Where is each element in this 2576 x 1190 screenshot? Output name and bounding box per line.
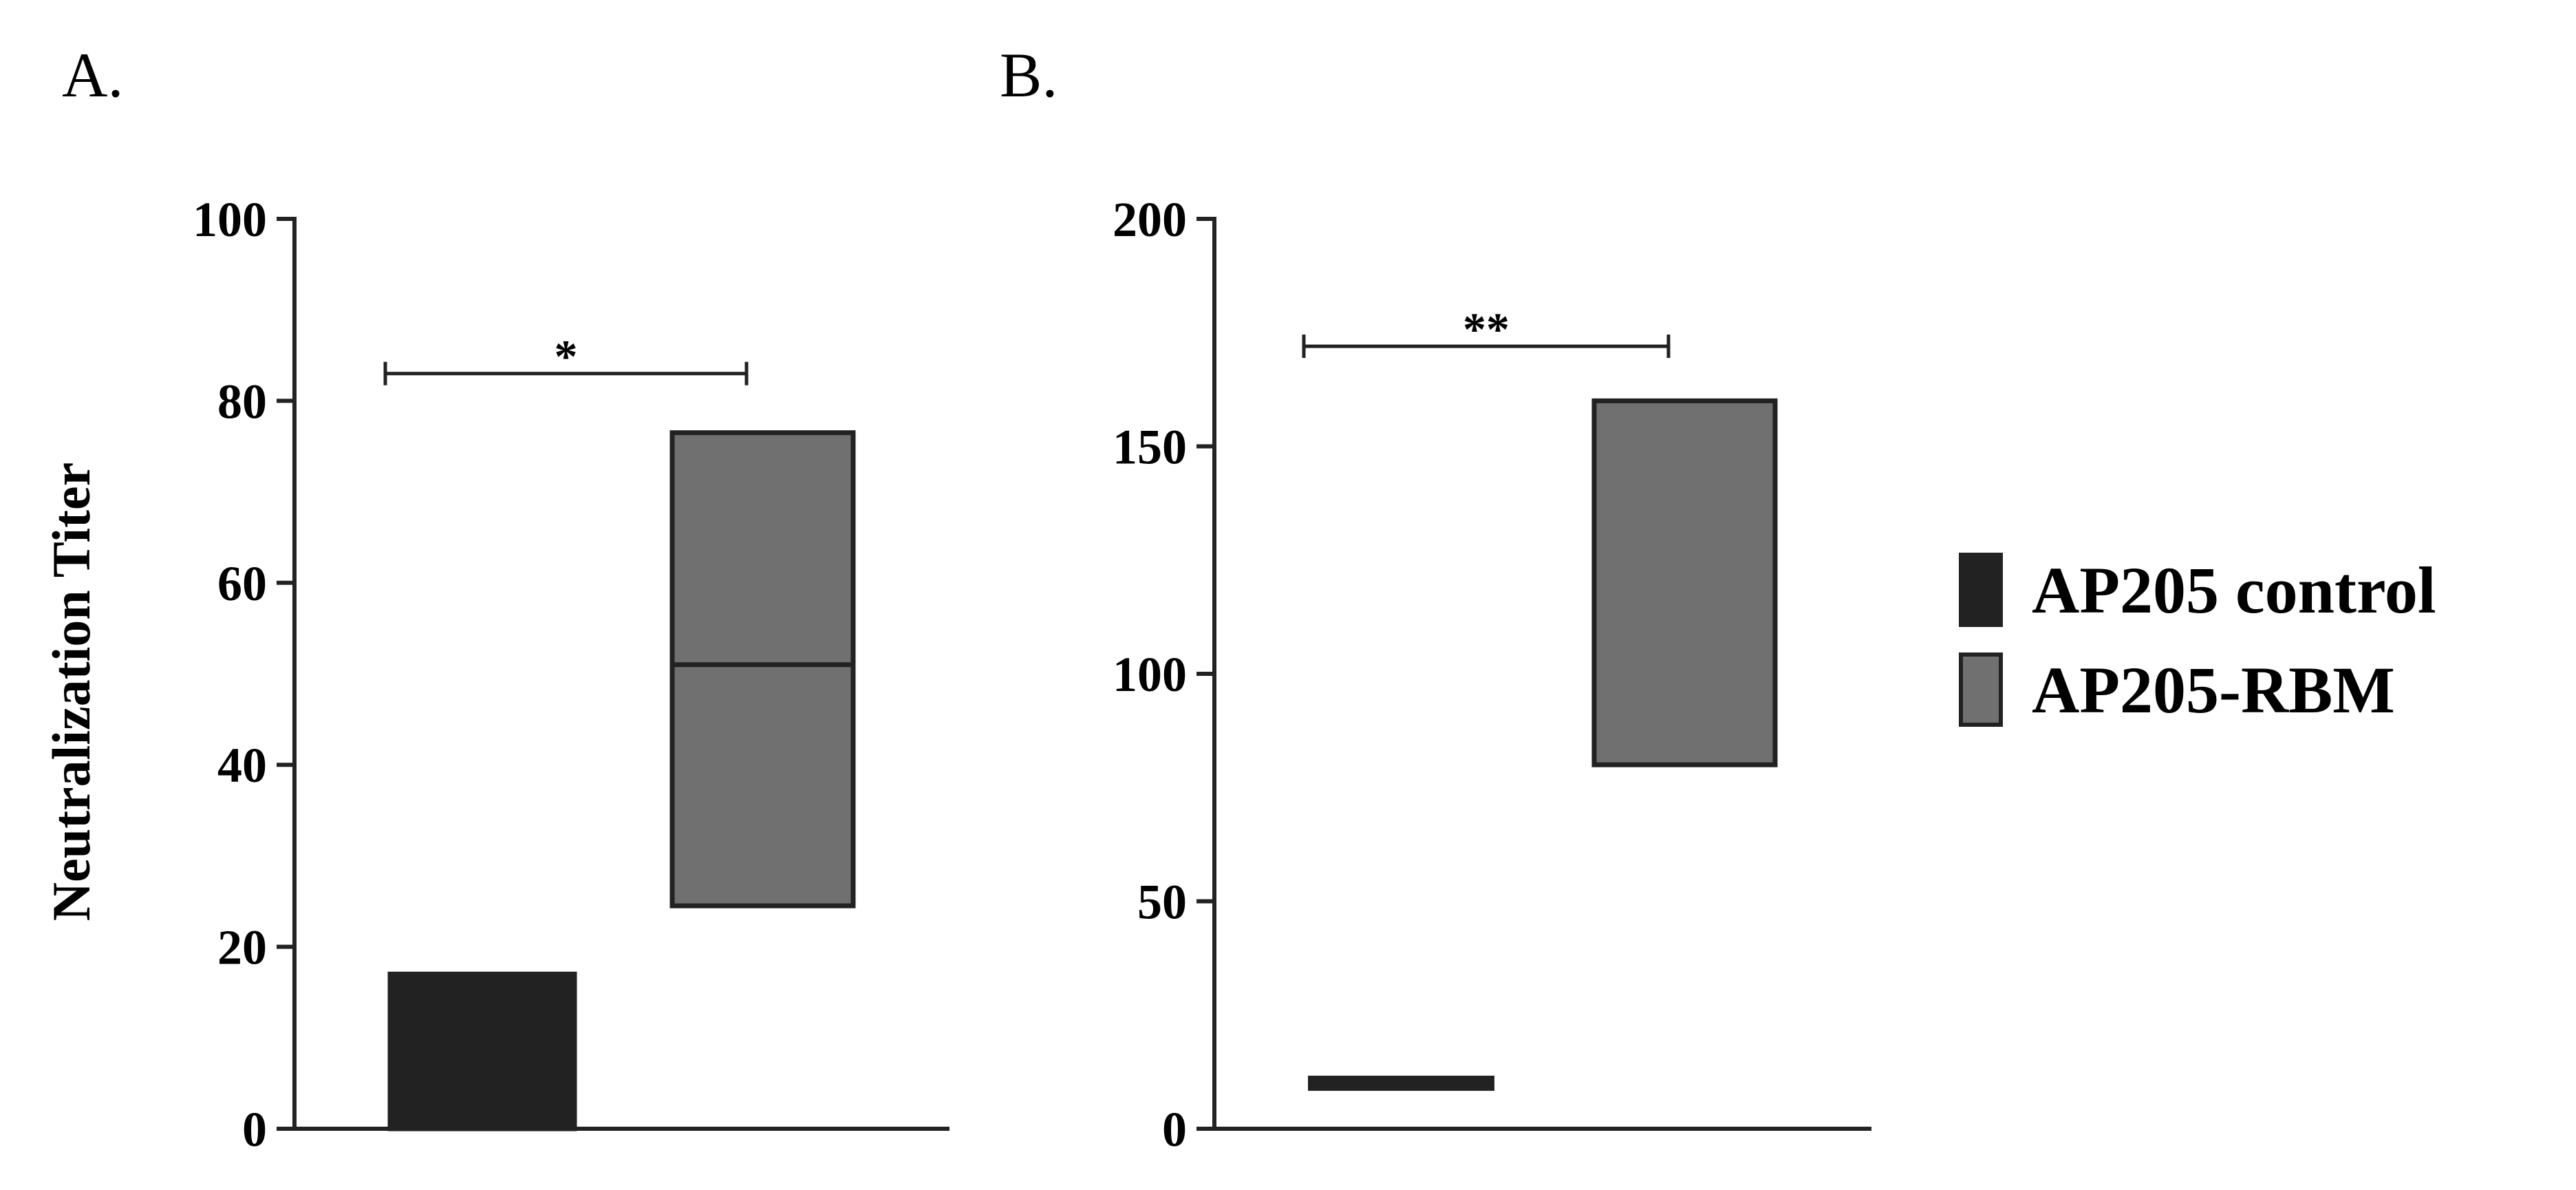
y-tick-label: 60 (217, 556, 267, 611)
y-tick-label: 100 (193, 192, 267, 247)
plot-a: 0 20 40 60 80 100 * (193, 192, 949, 1157)
legend-swatch-rbm (1959, 652, 2003, 727)
y-tick-label: 80 (217, 374, 267, 429)
panel-b-label: B. (1000, 40, 1058, 110)
box-control (387, 971, 577, 1131)
significance-label: ** (1463, 303, 1510, 355)
y-tick-label: 40 (217, 738, 267, 793)
y-tick-label: 50 (1137, 875, 1187, 930)
y-tick-label: 0 (1162, 1102, 1187, 1157)
panel-a-label: A. (62, 40, 123, 110)
y-axis-title: Neutralization Titer (41, 463, 101, 922)
box-control (1308, 1075, 1494, 1091)
panel-a: A. Neutralization Titer 0 20 40 60 80 100 * (41, 40, 949, 1157)
box-rbm (1591, 398, 1778, 767)
box-rbm (669, 430, 856, 909)
y-tick-label: 20 (217, 920, 267, 975)
legend-label-control: AP205 control (2032, 553, 2436, 627)
panel-b: B. 0 50 100 150 200 ** (1000, 40, 1871, 1157)
plot-b: 0 50 100 150 200 ** (1113, 192, 1871, 1157)
significance-label: * (555, 330, 578, 383)
legend: AP205 control AP205-RBM (1959, 553, 2436, 727)
y-tick-label: 200 (1113, 192, 1187, 247)
y-tick-label: 150 (1113, 420, 1187, 475)
y-tick-label: 100 (1113, 647, 1187, 702)
legend-label-rbm: AP205-RBM (2032, 653, 2395, 727)
y-tick-label: 0 (242, 1102, 267, 1157)
legend-swatch-control (1959, 553, 2003, 627)
